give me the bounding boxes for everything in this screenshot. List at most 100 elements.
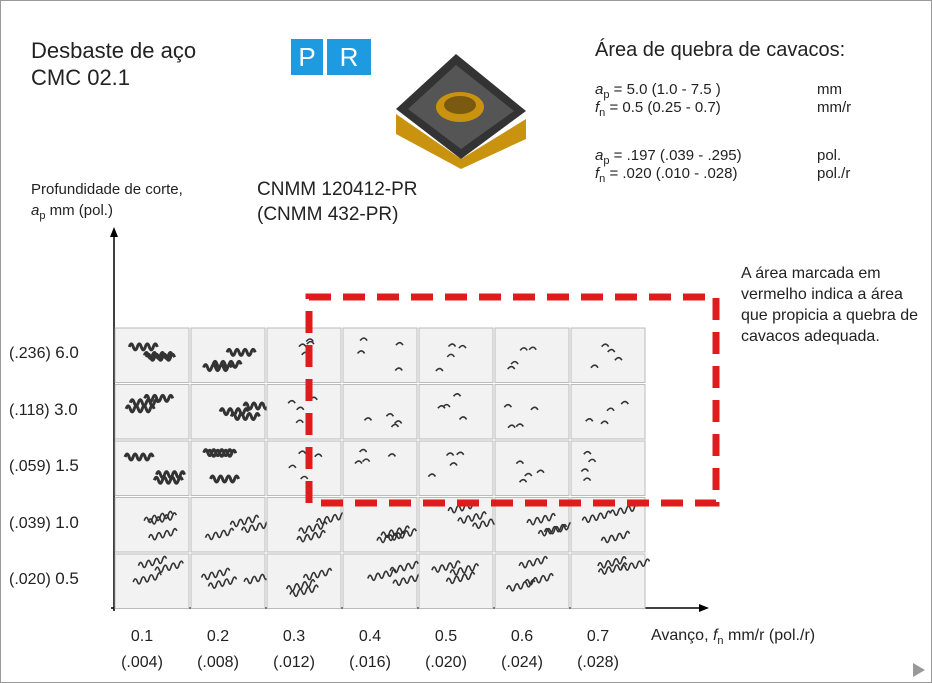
chip: [581, 510, 612, 524]
chip-cell: [190, 327, 266, 383]
chip: [315, 511, 346, 525]
chip: [445, 452, 455, 457]
chip: [200, 567, 231, 581]
chip: [515, 423, 524, 428]
expression: = 0.5 (0.25 - 0.7): [605, 99, 721, 116]
chip: [305, 338, 314, 343]
chip: [600, 530, 631, 544]
chip: [148, 527, 178, 541]
param-line: fn = 0.5 (0.25 - 0.7) mm/r: [595, 99, 895, 119]
chip: [298, 521, 328, 534]
column-inch: (.024): [501, 654, 543, 671]
chip: [452, 392, 462, 397]
symbol: a: [595, 81, 604, 98]
chip-cell: [342, 384, 418, 440]
chip: [437, 405, 446, 409]
column-label: 0.2 (.008): [188, 624, 248, 676]
chip: [392, 573, 422, 587]
chip: [367, 568, 397, 582]
chip: [580, 468, 590, 473]
unit: mm: [817, 81, 842, 98]
unit: mm (pol.): [45, 202, 113, 219]
column-mm: 0.2: [206, 628, 230, 645]
unit: mm/r (pol./r): [723, 627, 816, 644]
chip: [147, 512, 178, 525]
chip: [142, 350, 174, 360]
chip-cell: [342, 327, 418, 383]
chip: [358, 448, 368, 453]
column-mm: 0.6: [510, 628, 534, 645]
chip: [536, 469, 545, 474]
chip-cell: [114, 497, 190, 553]
column-mm: 0.3: [282, 628, 306, 645]
chip: [582, 477, 592, 482]
column-inch: (.016): [349, 654, 391, 671]
chip: [620, 558, 651, 571]
x-axis-title: Avanço,: [651, 627, 713, 644]
symbol: f: [595, 165, 600, 182]
unit: pol./r: [817, 165, 851, 182]
chip: [507, 365, 516, 370]
chip: [587, 458, 597, 463]
y-axis-title: Profundidade de corte,: [31, 181, 183, 198]
chip: [380, 525, 410, 539]
chip: [218, 407, 250, 417]
chip: [152, 475, 184, 485]
chip: [427, 473, 437, 478]
chip: [518, 478, 528, 483]
insert-name: CNMM 120412-PR (CNMM 432-PR): [257, 177, 418, 227]
param-line: fn = .020 (.010 - .028) pol./r: [595, 165, 895, 185]
chip: [609, 503, 640, 517]
expression: = 5.0 (1.0 - 7.5 ): [609, 81, 721, 98]
next-arrow[interactable]: [911, 661, 927, 679]
chip: [601, 343, 610, 348]
chip: [137, 555, 168, 569]
row-label: (.039) 1.0: [9, 513, 79, 533]
chip-cell: [190, 497, 266, 553]
subscript: p: [603, 155, 610, 167]
row-inch: (.039): [9, 514, 51, 532]
column-mm: 0.4: [358, 628, 382, 645]
chip: [124, 404, 156, 414]
chip: [225, 347, 257, 357]
chip: [590, 364, 599, 369]
chip: [519, 347, 528, 351]
param-line: ap = .197 (.039 - .295) pol.: [595, 147, 895, 167]
chip-cell: [570, 327, 646, 383]
chip: [600, 420, 609, 425]
column-inch: (.028): [577, 654, 619, 671]
chip-cell: [266, 553, 342, 609]
chip: [211, 359, 243, 369]
chip: [530, 406, 539, 411]
chip-cell: [266, 327, 342, 383]
chip: [356, 350, 366, 354]
column-label: 0.7 (.028): [568, 624, 628, 676]
chip-cell: [570, 384, 646, 440]
chip: [298, 343, 307, 348]
chip-cell: [418, 327, 494, 383]
expression: = .197 (.039 - .295): [609, 147, 742, 164]
chip: [447, 343, 457, 348]
row-inch: (.020): [9, 571, 51, 588]
column-inch: (.020): [425, 654, 467, 671]
chip: [431, 560, 461, 573]
chip: [296, 529, 326, 543]
chip: [395, 341, 404, 346]
row-label: (.059) 1.5: [9, 456, 79, 476]
chip: [507, 424, 516, 429]
subscript: n: [717, 635, 724, 648]
chip: [287, 399, 296, 404]
chip-cell: [266, 440, 342, 496]
badge: R: [327, 39, 371, 75]
column-mm: 0.7: [586, 628, 610, 645]
chip-cell: [418, 553, 494, 609]
chip: [515, 460, 525, 465]
chip: [620, 400, 629, 405]
chip: [445, 571, 476, 585]
chip: [390, 423, 400, 428]
chip: [394, 420, 403, 424]
chip: [435, 367, 444, 372]
chip: [394, 367, 403, 372]
chip: [597, 555, 627, 569]
row-inch: (.118): [9, 401, 50, 419]
